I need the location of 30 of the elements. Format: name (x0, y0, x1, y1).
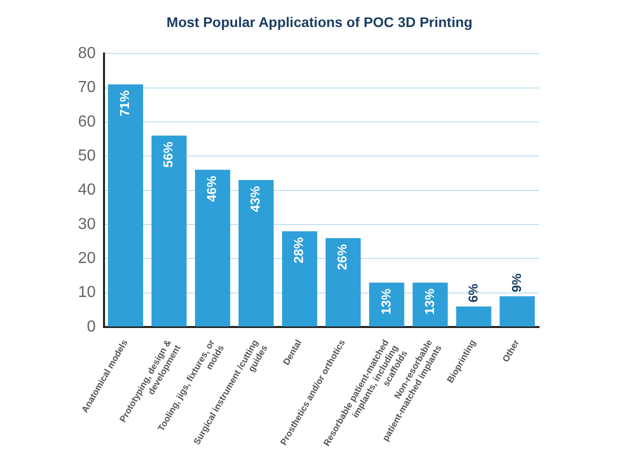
data-label: 26% (334, 244, 350, 270)
y-tick-label: 20 (78, 250, 96, 268)
data-label: 56% (160, 141, 176, 168)
bar (238, 180, 274, 326)
chart-title: Most Popular Applications of POC 3D Printing (166, 14, 474, 30)
bar (282, 231, 318, 326)
bar (412, 282, 448, 326)
data-label: 9% (508, 273, 524, 292)
bar (369, 282, 404, 326)
y-tick-label: 30 (78, 216, 96, 233)
y-tick-label: 10 (78, 284, 96, 302)
data-label: 71% (117, 90, 132, 116)
data-label: 13% (422, 288, 437, 315)
data-label: 46% (204, 175, 220, 202)
bar (500, 296, 535, 326)
data-label: 28% (291, 236, 306, 264)
y-tick-label: 50 (78, 148, 96, 165)
bar (195, 170, 230, 326)
y-tick-label: 0 (86, 318, 96, 336)
bar (456, 306, 492, 326)
y-tick-label: 40 (78, 182, 96, 199)
y-tick-label: 70 (78, 79, 96, 96)
bar (326, 238, 361, 326)
bar (152, 136, 187, 326)
y-tick-label: 60 (78, 113, 96, 130)
data-label: 13% (378, 288, 394, 315)
y-tick-label: 80 (78, 45, 96, 62)
data-label: 43% (248, 186, 263, 212)
bar (108, 84, 144, 326)
data-label: 6% (465, 283, 480, 302)
